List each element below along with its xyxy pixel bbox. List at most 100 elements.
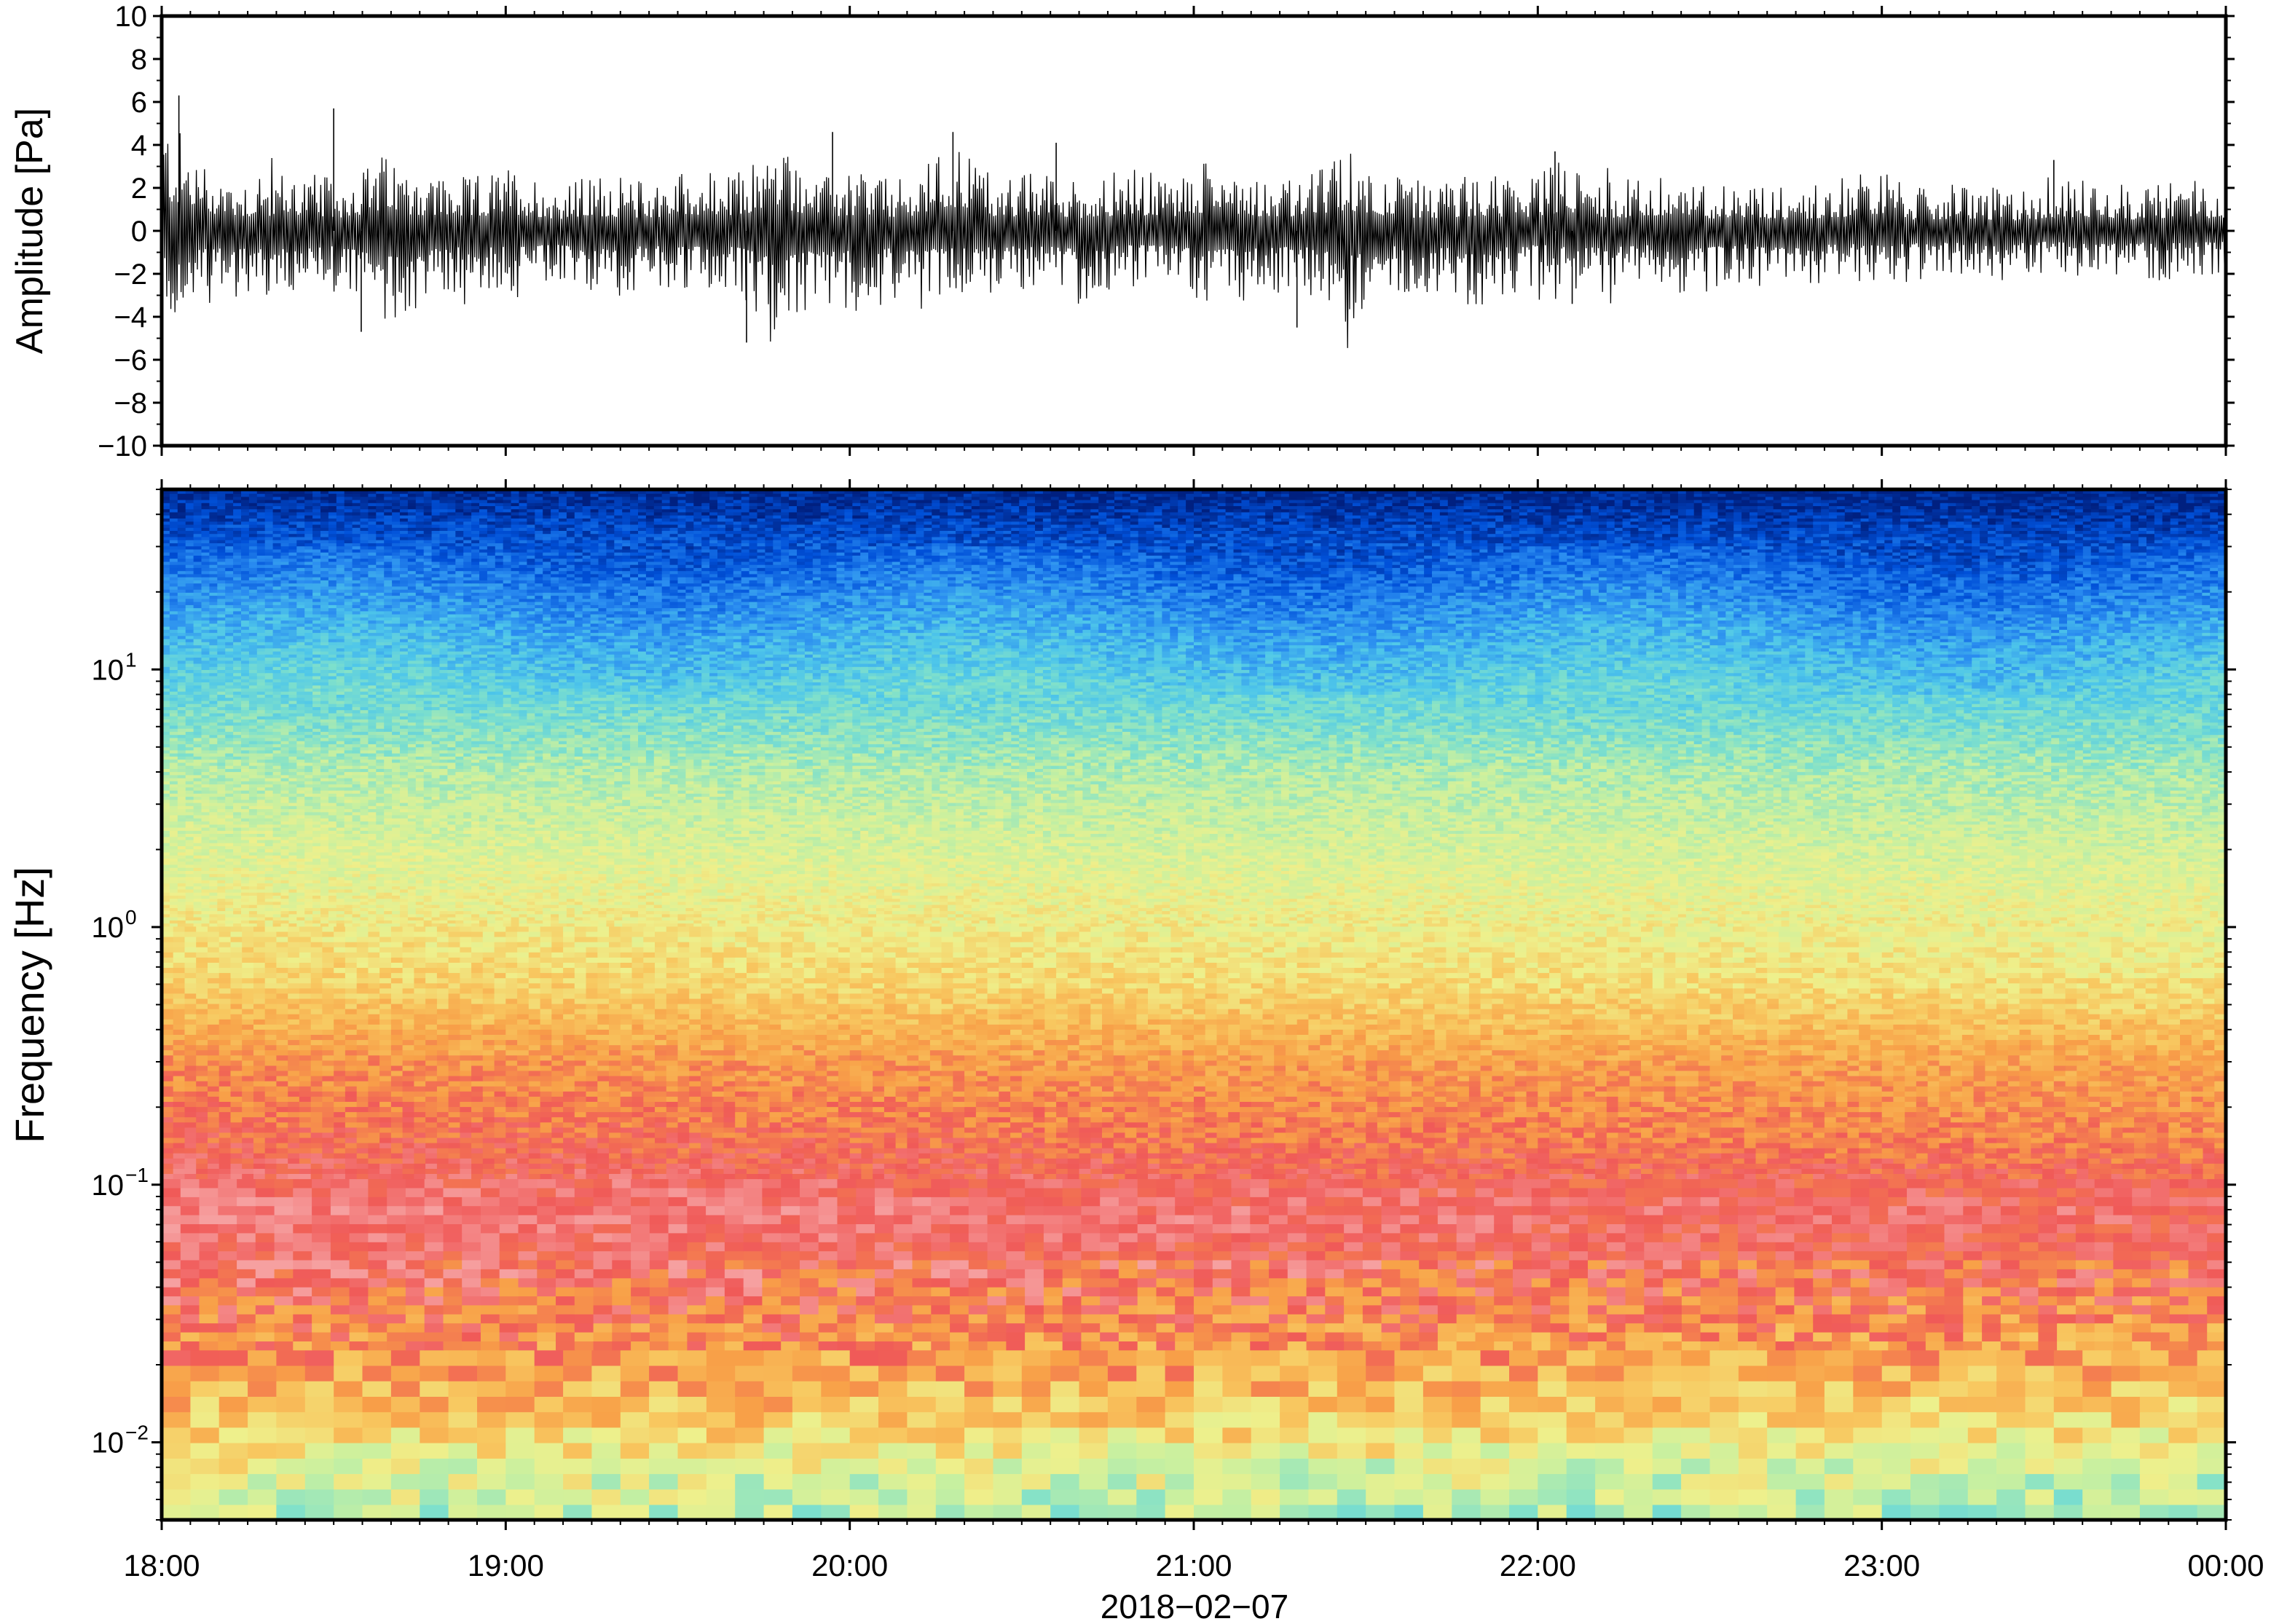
spectrogram-cell: [969, 1314, 988, 1323]
spectrogram-cell: [1063, 1260, 1082, 1269]
spectrogram-cell: [1996, 1489, 2026, 1505]
spectrogram-cell: [1739, 1381, 1768, 1397]
spectrogram-cell: [218, 1341, 237, 1350]
spectrogram-cell: [1532, 1260, 1551, 1269]
spectrogram-cell: [387, 1287, 406, 1296]
spectrogram-cell: [735, 1350, 764, 1366]
spectrogram-cell: [200, 1341, 219, 1350]
spectrogram-cell: [1982, 1296, 2002, 1305]
spectrogram-cell: [575, 1278, 594, 1288]
spectrogram-cell: [1794, 1269, 1814, 1278]
spectrogram-cell: [850, 1381, 879, 1397]
spectrogram-cell: [1476, 1250, 1495, 1260]
spectrogram-cell: [190, 1489, 219, 1505]
spectrogram-cell: [1363, 1323, 1382, 1332]
spectrogram-cell: [993, 1443, 1023, 1459]
spectrogram-cell: [1738, 1197, 1758, 1206]
spectrogram-cell: [1870, 1260, 1889, 1269]
spectrogram-cell: [275, 1242, 294, 1251]
spectrogram-cell: [762, 1287, 782, 1296]
spectrogram-cell: [594, 1188, 613, 1197]
spectrogram-cell: [387, 1278, 406, 1288]
spectrogram-cell: [293, 1341, 312, 1350]
spectrogram-cell: [1551, 1197, 1570, 1206]
spectrogram-cell: [1532, 1250, 1551, 1260]
spectrogram-cell: [2057, 1278, 2077, 1288]
spectrogram-cell: [200, 1314, 219, 1323]
spectrogram-cell: [1232, 1323, 1251, 1332]
spectrogram-cell: [792, 1427, 822, 1443]
spectrogram-cell: [2168, 1427, 2197, 1443]
spectrogram-cell: [950, 1314, 969, 1323]
spectrogram-cell: [838, 1323, 857, 1332]
spectrogram-cell: [1363, 1305, 1382, 1314]
spectrogram-cell: [237, 1269, 256, 1278]
spectrogram-cell: [1851, 1278, 1870, 1288]
spectrogram-cell: [800, 1332, 819, 1341]
spectrogram-cell: [1025, 1287, 1044, 1296]
spectrogram-cell: [1945, 1287, 1964, 1296]
spectrogram-cell: [1213, 1250, 1232, 1260]
spectrogram-cell: [1939, 1365, 1968, 1381]
spectrogram-cell: [1926, 1269, 1945, 1278]
spectrogram-cell: [687, 1314, 707, 1323]
spectrogram-cell: [1888, 1242, 1908, 1251]
spectrogram-cell: [2113, 1233, 2133, 1242]
spectrogram-cell: [2076, 1314, 2095, 1323]
spectrogram-cell: [2207, 1341, 2227, 1350]
spectrogram-cell: [1325, 1305, 1345, 1314]
spectrogram-cell: [1767, 1381, 1796, 1397]
spectrogram-cell: [1100, 1223, 1119, 1233]
spectrogram-cell: [162, 1332, 181, 1341]
spectrogram-cell: [500, 1341, 519, 1350]
spectrogram-cell: [505, 1473, 535, 1489]
spectrogram-cell: [936, 1458, 965, 1474]
spectrogram-cell: [1738, 1205, 1758, 1215]
spectrogram-cell: [1232, 1305, 1251, 1314]
spectrogram-cell: [2076, 1341, 2095, 1350]
spectrogram-cell: [1851, 1296, 1870, 1305]
spectrogram-cell: [519, 1278, 538, 1288]
spectrogram-cell: [1832, 1278, 1851, 1288]
spectrogram-cell: [2076, 1323, 2095, 1332]
spectrogram-cell: [735, 1427, 764, 1443]
spectrogram-cell: [1063, 1323, 1082, 1332]
spectrogram-cell: [218, 1242, 237, 1251]
spectrogram-cell: [1832, 1305, 1851, 1314]
spectrogram-cell: [1337, 1411, 1366, 1427]
spectrogram-cell: [931, 1197, 950, 1206]
spectrogram-cell: [1738, 1260, 1758, 1269]
spectrogram-cell: [1307, 1278, 1326, 1288]
spectrogram-cell: [649, 1381, 678, 1397]
spectrogram-cell: [1006, 1260, 1026, 1269]
spectrogram-cell: [2001, 1287, 2020, 1296]
spectrogram-cell: [2057, 1233, 2077, 1242]
spectrogram-cell: [1438, 1278, 1457, 1288]
spectrogram-cell: [1653, 1396, 1682, 1412]
spectrogram-cell: [276, 1427, 305, 1443]
spectrogram-cell: [1457, 1215, 1476, 1224]
spectrogram-cell: [1963, 1223, 1983, 1233]
spectrogram-cell: [1710, 1427, 1739, 1443]
spectrogram-cell: [1006, 1296, 1026, 1305]
spectrogram-cell: [1194, 1223, 1213, 1233]
spectrogram-cell: [993, 1458, 1023, 1474]
spectrogram-cell: [162, 1341, 181, 1350]
spectrogram-cell: [875, 1242, 894, 1251]
spectrogram-cell: [687, 1205, 707, 1215]
spectrogram-cell: [819, 1332, 838, 1341]
spectrogram-cell: [420, 1427, 449, 1443]
spectrogram-cell: [1050, 1458, 1079, 1474]
spectrogram-cell: [1794, 1197, 1814, 1206]
spectrogram-cell: [1939, 1396, 1968, 1412]
spectrogram-cell: [305, 1411, 334, 1427]
spectrogram-cell: [1982, 1223, 2002, 1233]
spectrogram-cell: [706, 1223, 725, 1233]
spectrogram-cell: [1644, 1323, 1664, 1332]
spectrogram-cell: [462, 1205, 481, 1215]
spectrogram-cell: [1325, 1242, 1345, 1251]
spectrogram-cell: [2001, 1269, 2020, 1278]
spectrogram-cell: [969, 1197, 988, 1206]
spectrogram-cell: [350, 1341, 369, 1350]
spectrogram-cell: [2020, 1332, 2039, 1341]
